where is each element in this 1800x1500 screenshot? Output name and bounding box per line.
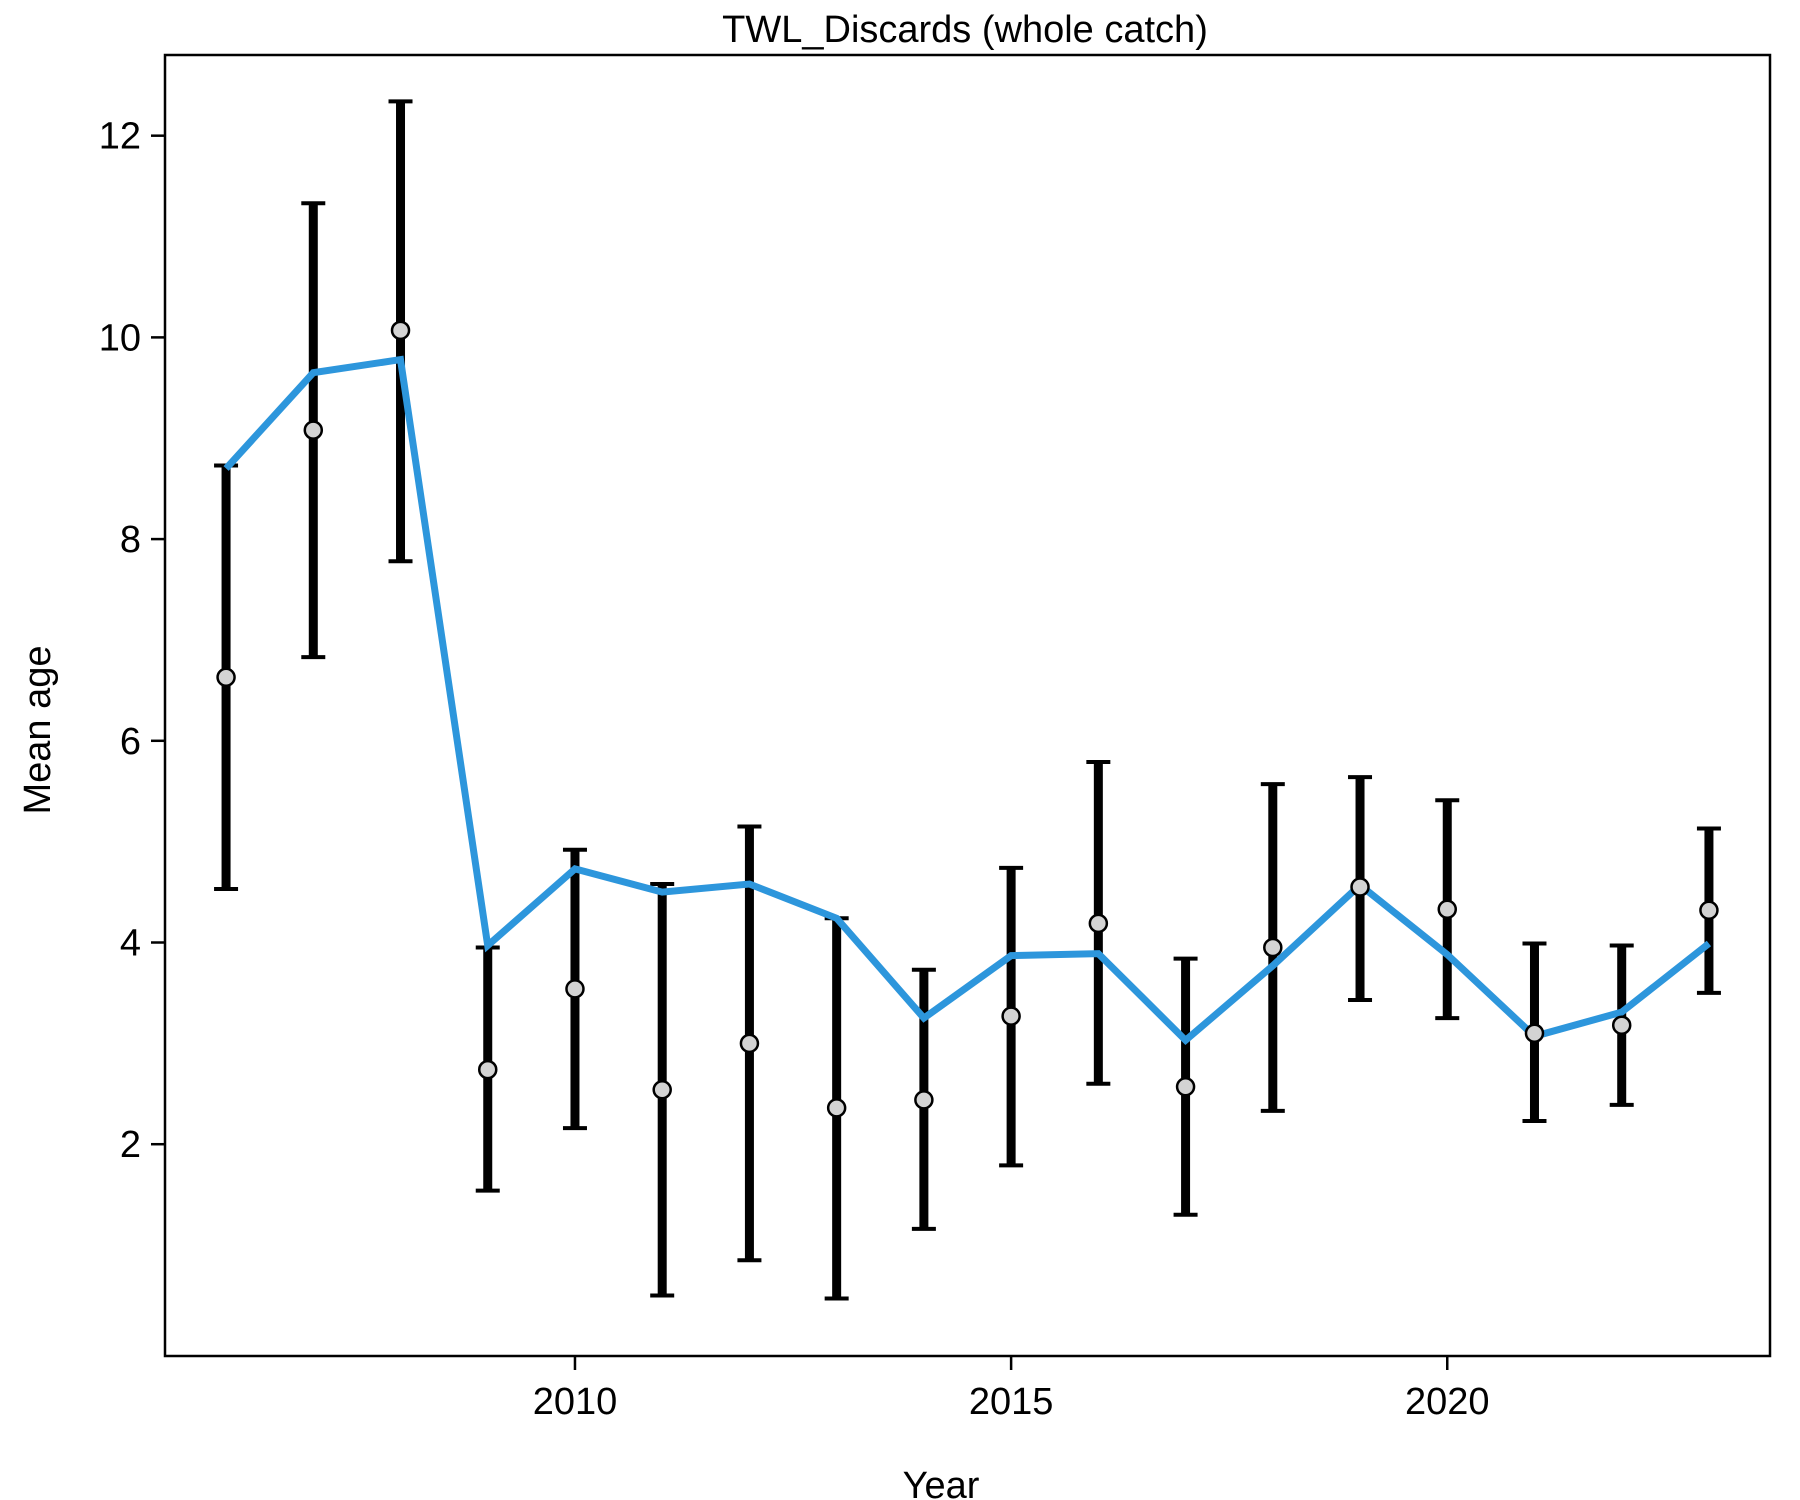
observed-point — [477, 1059, 498, 1080]
observed-point — [1175, 1076, 1196, 1097]
y-tick-label: 2 — [120, 1124, 141, 1166]
observed-point — [914, 1090, 934, 1110]
plot-area: 2 4 6 8 10 12 2010 2015 2020 — [99, 53, 1772, 1423]
y-tick-label: 10 — [99, 317, 141, 359]
observed-point — [1437, 899, 1458, 919]
observed-point — [390, 320, 411, 341]
observed-point — [303, 420, 324, 440]
y-tick-label: 12 — [99, 116, 141, 158]
observed-point — [1088, 913, 1109, 934]
observed-point — [652, 1079, 672, 1100]
observed-point — [1611, 1015, 1632, 1035]
chart-title: TWL_Discards (whole catch) — [722, 9, 1208, 51]
y-tick-label: 6 — [120, 721, 141, 763]
observed-point — [1001, 1006, 1021, 1026]
x-tick-label: 2010 — [533, 1381, 618, 1423]
observed-point — [739, 1033, 760, 1054]
expected-mean-age-line — [223, 355, 1712, 1046]
observed-point — [826, 1098, 847, 1118]
observed-point — [216, 667, 236, 688]
observed-point — [1524, 1023, 1545, 1044]
observed-point — [1350, 877, 1370, 897]
x-axis-label: Year — [903, 1465, 980, 1500]
y-tick-label: 8 — [120, 519, 141, 561]
x-tick-label: 2020 — [1405, 1381, 1490, 1423]
y-tick-label: 4 — [120, 923, 141, 965]
observed-point — [1263, 937, 1283, 958]
observed-point — [1699, 900, 1719, 920]
plot-frame — [163, 53, 1772, 1358]
y-axis-label: Mean age — [17, 645, 59, 814]
observed-point — [565, 979, 585, 999]
x-tick-label: 2015 — [969, 1381, 1054, 1423]
